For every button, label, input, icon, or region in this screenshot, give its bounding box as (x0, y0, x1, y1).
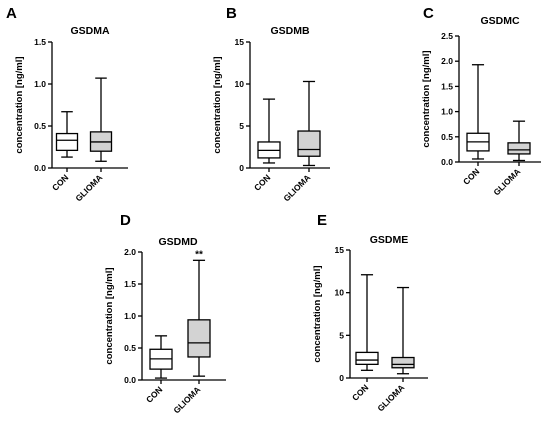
y-tick-label: 0.5 (441, 132, 453, 142)
y-tick-label: 1.5 (34, 37, 46, 47)
y-tick-label: 0.0 (441, 157, 453, 167)
y-tick-label: 2.5 (441, 31, 453, 41)
box-iqr (297, 130, 321, 157)
y-tick-label: 0.5 (34, 121, 46, 131)
significance-marker: ** (195, 249, 203, 260)
y-axis-label: concentration [ng/ml] (421, 50, 432, 147)
y-tick-label: 1.5 (124, 279, 136, 289)
box-iqr (355, 351, 379, 365)
box-iqr (391, 356, 415, 369)
x-category-label: CON (461, 166, 481, 186)
x-category-label: CON (350, 382, 370, 402)
y-axis-label: concentration [ng/ml] (212, 56, 223, 153)
y-tick-label: 0 (239, 163, 244, 173)
y-tick-label: 5 (339, 330, 344, 340)
y-tick-label: 0.0 (34, 163, 46, 173)
y-tick-label: 1.0 (124, 311, 136, 321)
y-tick-label: 0.5 (124, 343, 136, 353)
panel-letter: C (423, 5, 434, 22)
panel-title: GSDME (370, 234, 409, 246)
panel-letter: E (317, 212, 327, 229)
y-axis-label: concentration [ng/ml] (14, 56, 25, 153)
y-tick-label: 0.0 (124, 375, 136, 385)
y-tick-label: 10 (335, 288, 345, 298)
panel-letter: A (6, 5, 17, 22)
x-category-label: GLIOMA (281, 172, 312, 203)
y-axis-label: concentration [ng/ml] (312, 265, 323, 362)
x-category-label: GLIOMA (73, 172, 104, 203)
x-category-label: GLIOMA (375, 382, 406, 413)
panel-title: GSDMA (70, 25, 110, 37)
y-axis-label: concentration [ng/ml] (104, 267, 115, 364)
y-tick-label: 2.0 (441, 56, 453, 66)
x-category-label: GLIOMA (491, 166, 522, 197)
y-tick-label: 5 (239, 121, 244, 131)
y-tick-label: 15 (335, 245, 345, 255)
y-tick-label: 2.0 (124, 247, 136, 257)
panel-title: GSDMC (480, 15, 520, 27)
x-category-label: GLIOMA (171, 384, 202, 415)
y-tick-label: 1.0 (34, 79, 46, 89)
panel-title: GSDMD (158, 236, 198, 248)
box-iqr (55, 132, 79, 152)
panel-title: GSDMB (270, 25, 310, 37)
y-tick-label: 1.5 (441, 81, 453, 91)
panel-letter: B (226, 5, 237, 22)
x-category-label: CON (50, 172, 70, 192)
panel-letter: D (120, 212, 131, 229)
y-tick-label: 15 (235, 37, 245, 47)
x-category-label: CON (144, 384, 164, 404)
x-category-label: CON (252, 172, 272, 192)
y-tick-label: 1.0 (441, 107, 453, 117)
box-iqr (187, 319, 211, 358)
box-iqr (507, 142, 531, 155)
y-tick-label: 0 (339, 373, 344, 383)
y-tick-label: 10 (235, 79, 245, 89)
